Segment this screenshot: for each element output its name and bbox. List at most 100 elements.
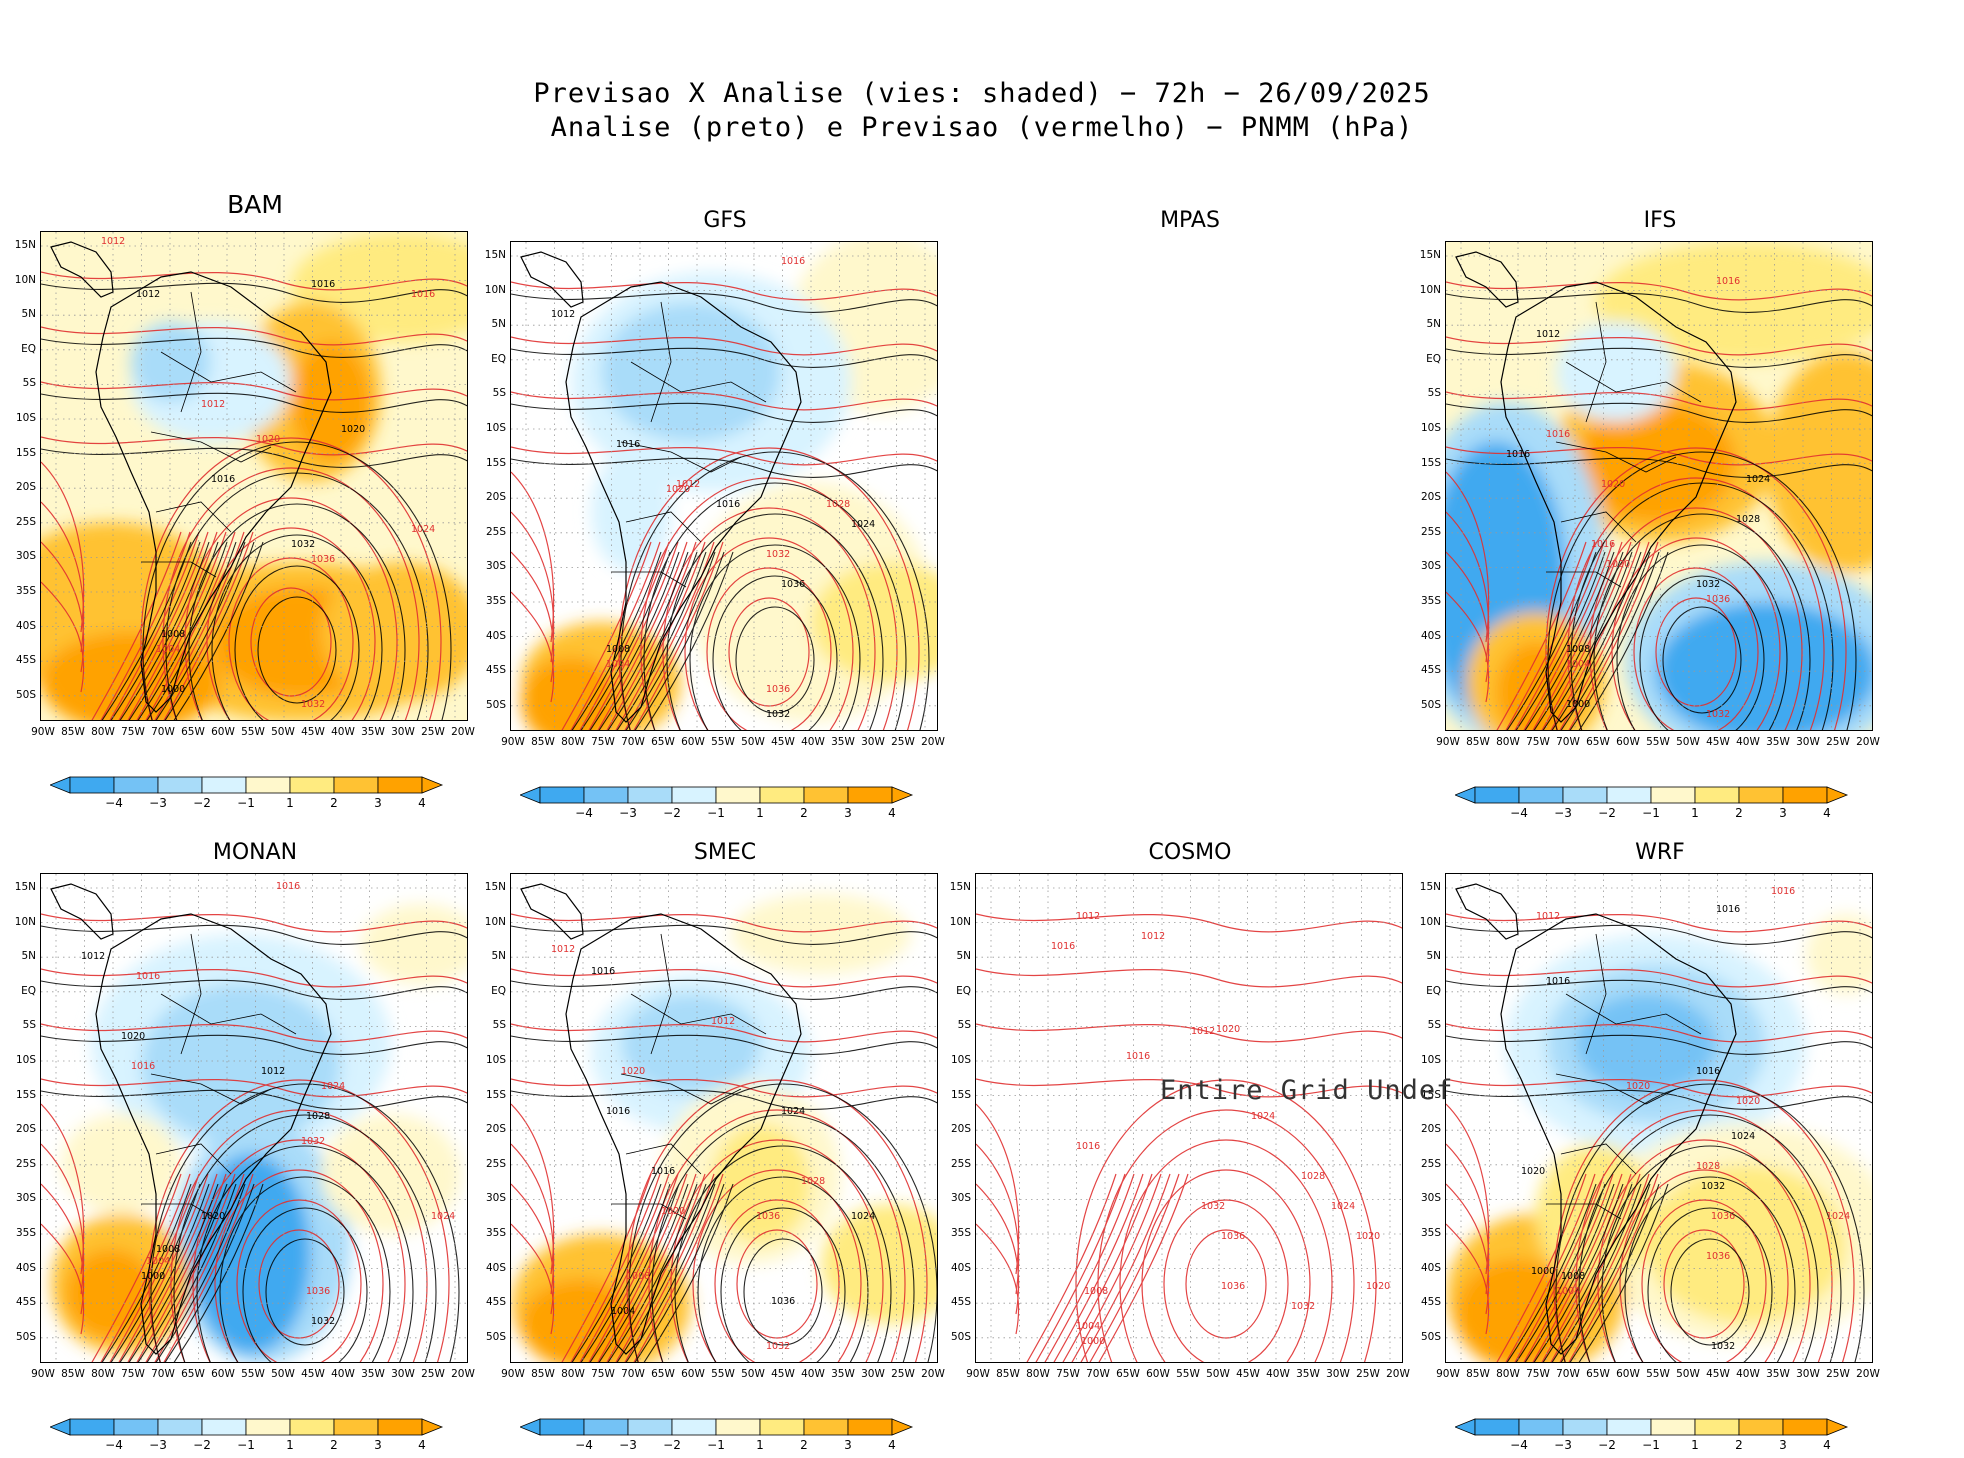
forecast-isobar (588, 1173, 679, 1362)
isobar-value-label: 1024 (1731, 1131, 1755, 1142)
forecast-isobar (1098, 1173, 1189, 1362)
bias-shading-region (1556, 322, 1676, 422)
forecast-isobar (1514, 541, 1605, 730)
analysis-isobar (571, 1183, 662, 1362)
analysis-isobar (110, 1183, 201, 1362)
country-border (141, 1203, 217, 1220)
panel-title: BAM (227, 190, 283, 219)
latitude-tick-label: 10N (949, 915, 971, 928)
forecast-isobar (976, 1223, 1020, 1335)
longitude-tick-label: 50W (1676, 736, 1700, 748)
forecast-isobar (109, 1173, 200, 1362)
analysis-isobar (101, 541, 192, 720)
colorbar-tick-label: −4 (105, 796, 123, 810)
analysis-isobar (164, 541, 255, 720)
colorbar-segment (715, 786, 761, 804)
forecast-isobar (41, 541, 85, 673)
longitude-tick-label: 85W (1466, 1368, 1490, 1380)
longitude-tick-label: 40W (1266, 1368, 1290, 1380)
bias-shading-region (1536, 1144, 1656, 1284)
longitude-tick-label: 65W (181, 726, 205, 738)
forecast-isobar (1532, 1173, 1623, 1362)
forecast-isobar (976, 1023, 1402, 1043)
latitude-tick-label: 15S (1420, 456, 1441, 469)
longitude-tick-label: 60W (211, 1368, 235, 1380)
analysis-isobar (511, 1034, 937, 1055)
colorbar-segment (157, 1418, 203, 1436)
colorbar-segment (69, 776, 115, 794)
analysis-isobar (119, 541, 210, 720)
longitude-tick-label: 35W (1766, 1368, 1790, 1380)
longitude-tick-label: 55W (711, 736, 735, 748)
panel-title: GFS (703, 208, 747, 233)
forecast-isobar (1446, 446, 1872, 466)
forecast-isobar (1026, 1173, 1117, 1362)
colorbar-tick-label: −3 (149, 1438, 167, 1452)
latitude-tick-label: 10S (950, 1054, 971, 1066)
analysis-isobar (128, 1183, 219, 1362)
forecast-isobar (728, 597, 810, 707)
colorbar-tick-label: −3 (619, 806, 637, 820)
isobar-value-label: 1032 (301, 1136, 325, 1147)
panel-title: WRF (1635, 840, 1685, 865)
colorbar-segment (1694, 786, 1740, 804)
colorbar-tick-label: 3 (844, 806, 852, 820)
colorbar-tick-label: −2 (1598, 1438, 1616, 1452)
longitude-tick-label: 60W (1616, 1368, 1640, 1380)
longitude-tick-label: 80W (561, 1368, 585, 1380)
isobar-value-label: 1016 (651, 1166, 675, 1177)
isobar-value-label: 1020 (621, 1066, 645, 1077)
isobar-value-label: 1020 (1601, 479, 1625, 490)
latitude-tick-label: 5S (492, 1019, 506, 1032)
colorbar-tick-label: 4 (888, 1438, 896, 1452)
forecast-isobar (41, 1078, 467, 1098)
analysis-isobar (1616, 544, 1788, 730)
forecast-isobar (41, 1183, 85, 1315)
colorbar-tick-label: 2 (1735, 1438, 1743, 1452)
latitude-tick-label: EQ (21, 984, 36, 997)
longitude-tick-label: 90W (31, 1368, 55, 1380)
latitude-tick-label: 35S (950, 1227, 971, 1239)
analysis-isobar (41, 924, 467, 945)
forecast-isobar (1496, 1173, 1587, 1362)
latitude-tick-label: 50S (485, 1330, 506, 1343)
analysis-isobar (137, 1183, 228, 1362)
latitude-tick-label: 15N (949, 881, 971, 893)
isobar-value-label: 1036 (771, 1296, 795, 1307)
forecast-isobar (1523, 541, 1614, 730)
isobar-value-label: 1008 (1084, 1286, 1108, 1297)
isobar-value-label: 1008 (161, 629, 185, 640)
bias-shading-region (66, 1249, 156, 1339)
analysis-isobar (643, 551, 734, 730)
latitude-tick-label: EQ (1426, 352, 1441, 365)
analysis-isobar (196, 1145, 414, 1362)
figure-title-line1: Previsao X Analise (vies: shaded) − 72h … (533, 78, 1431, 109)
longitude-tick-label: 35W (831, 1368, 855, 1380)
latitude-tick-label: 45S (485, 1296, 506, 1309)
forecast-isobar (1505, 541, 1596, 730)
longitude-tick-label: 45W (1236, 1368, 1260, 1380)
bias-shading-region (321, 1114, 461, 1234)
colorbar-tick-label: 2 (1735, 806, 1743, 820)
colorbar-segment (201, 776, 247, 794)
isobar-value-label: 1012 (1536, 911, 1560, 922)
latitude-tick-label: 40S (950, 1261, 971, 1274)
country-border (141, 561, 217, 578)
longitude-tick-label: 85W (61, 1368, 85, 1380)
longitude-tick-label: 65W (1586, 736, 1610, 748)
analysis-isobar (511, 457, 937, 478)
isobar-value-label: 1020 (1606, 559, 1630, 570)
longitude-tick-label: 90W (966, 1368, 990, 1380)
forecast-isobar (118, 1173, 209, 1362)
country-border (620, 441, 742, 473)
analysis-isobar (219, 1176, 391, 1362)
forecast-isobar (1097, 1109, 1355, 1362)
longitude-tick-label: 90W (501, 1368, 525, 1380)
country-border (180, 933, 202, 1055)
forecast-isobar (615, 1173, 706, 1362)
latitude-tick-label: 15S (15, 446, 36, 459)
colorbar-segment (245, 776, 291, 794)
analysis-isobar (1446, 1034, 1872, 1055)
panel-title: MONAN (212, 840, 298, 865)
latitude-tick-label: 35S (15, 585, 36, 597)
